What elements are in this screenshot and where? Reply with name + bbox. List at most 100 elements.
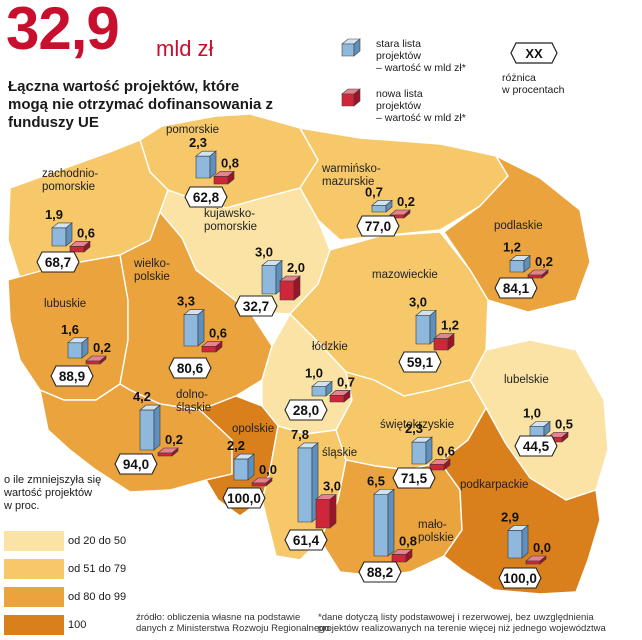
legend-diff-label: różnica w procentach	[502, 72, 565, 96]
diff-hexagon-warmińsko-mazurskie	[356, 215, 400, 237]
bar-old-świętokrzyskie	[411, 436, 433, 465]
bar-old-zachodnio-pomorskie	[51, 222, 73, 247]
total-value: 32,9	[6, 0, 120, 62]
data-footnote: *dane dotyczą listy podstawowej i rezerw…	[318, 612, 606, 634]
diff-hexagon-kujawsko-pomorskie	[234, 295, 278, 317]
bar-old-podlaskie	[509, 254, 531, 273]
value-new-warmińsko-mazurskie: 0,2	[397, 194, 415, 209]
diff-value-podlaskie: 84,1	[503, 281, 530, 296]
source-footnote: źródło: obliczenia własne na podstawie d…	[136, 612, 330, 634]
diff-hexagon-dolno-śląskie	[114, 453, 158, 475]
scale-swatch-100	[4, 615, 64, 635]
bar-old-mazowieckie	[415, 309, 437, 345]
value-old-lubelskie: 1,0	[523, 406, 541, 421]
bar-new-zachodnio-pomorskie	[69, 240, 91, 253]
diff-hexagon-opolskie	[222, 487, 266, 509]
region-label-mało-polskie: mało-polskie	[418, 519, 454, 544]
legend-diff-hexagon: XX	[510, 42, 558, 64]
regions-layer	[7, 113, 609, 595]
region-label-wielko-polskie: wielko-polskie	[133, 258, 170, 283]
bar-new-mało-polskie	[391, 548, 413, 563]
value-old-zachodnio-pomorskie: 1,9	[45, 207, 63, 222]
region-label-lubelskie: lubelskie	[504, 374, 549, 386]
region-label-pomorskie: pomorskie	[166, 124, 219, 136]
bar-new-pomorskie	[213, 170, 235, 185]
bar-old-pomorskie	[195, 150, 217, 179]
bar-old-mało-polskie	[373, 488, 395, 557]
bar-new-dolno-śląskie	[157, 447, 179, 457]
value-new-świętokrzyskie: 0,6	[437, 443, 455, 458]
value-new-kujawsko-pomorskie: 2,0	[287, 260, 305, 275]
value-old-lubuskie: 1,6	[61, 322, 79, 337]
value-new-lubuskie: 0,2	[93, 340, 111, 355]
diff-value-kujawsko-pomorskie: 32,7	[243, 299, 269, 314]
value-new-opolskie: 0,0	[259, 462, 277, 477]
region-label-warmińsko-mazurskie: warmińsko-mazurskie	[321, 163, 381, 188]
value-old-łódzkie: 1,0	[305, 366, 323, 381]
value-old-pomorskie: 2,3	[189, 135, 207, 150]
diff-hexagon-podkarpackie	[498, 567, 542, 589]
region-label-śląskie: śląskie	[322, 447, 357, 459]
bar-new-mazowieckie	[433, 332, 455, 351]
scale-label-80-99: od 80 do 99	[68, 591, 127, 603]
bar-new-podlaskie	[527, 269, 549, 279]
value-new-podkarpackie: 0,0	[533, 540, 551, 555]
region-label-podlaskie: podlaskie	[494, 220, 543, 232]
diff-value-pomorskie: 62,8	[193, 190, 220, 205]
diff-value-świętokrzyskie: 71,5	[401, 471, 428, 486]
diff-hexagon-wielko-polskie	[168, 357, 212, 379]
diff-hexagon-łódzkie	[284, 399, 328, 421]
diff-value-mało-polskie: 88,2	[367, 565, 393, 580]
bar-old-dolno-śląskie	[139, 404, 161, 451]
scale-item-80-99: od 80 do 99	[4, 587, 126, 607]
region-label-kujawsko-pomorskie: kujawsko-pomorskie	[204, 208, 257, 233]
bar-new-podkarpackie	[525, 555, 547, 565]
diff-hexagon-mazowieckie	[398, 351, 442, 373]
bar-new-opolskie	[251, 477, 273, 487]
bar-new-warmińsko-mazurskie	[389, 209, 411, 219]
diff-hexagon-lubelskie	[514, 435, 558, 457]
value-new-mało-polskie: 0,8	[399, 533, 417, 548]
scale-item-51-79: od 51 do 79	[4, 559, 126, 579]
diff-hexagon-mało-polskie	[358, 561, 402, 583]
value-new-mazowieckie: 1,2	[441, 318, 459, 333]
bar-old-łódzkie	[311, 380, 333, 397]
scale-label-100: 100	[68, 619, 87, 631]
diff-value-łódzkie: 28,0	[293, 403, 319, 418]
scale-swatch-20-50	[4, 531, 64, 551]
chart-subtitle: Łączna wartość projektów, które mogą nie…	[8, 78, 274, 131]
scale-item-20-50: od 20 do 50	[4, 531, 126, 551]
total-unit: mld zł	[156, 36, 214, 61]
region-label-dolno-śląskie: dolno-śląskie	[176, 389, 211, 414]
scale-title: o ile zmniejszyła się wartość projektów …	[4, 474, 102, 512]
value-new-śląskie: 3,0	[323, 479, 341, 494]
diff-value-lubuskie: 88,9	[59, 369, 85, 384]
legend-new-bar-icon	[341, 88, 361, 107]
diff-hexagon-śląskie	[284, 529, 328, 551]
scale-item-100: 100	[4, 615, 122, 635]
value-old-opolskie: 2,2	[227, 438, 245, 453]
value-old-wielko-polskie: 3,3	[177, 294, 195, 309]
legend-diff-symbol: XX	[525, 46, 543, 61]
diff-value-podkarpackie: 100,0	[503, 571, 537, 586]
value-old-kujawsko-pomorskie: 3,0	[255, 245, 273, 260]
diff-hexagon-lubuskie	[50, 365, 94, 387]
bar-old-warmińsko-mazurskie	[371, 199, 393, 213]
diff-value-dolno-śląskie: 94,0	[123, 457, 149, 472]
value-new-podlaskie: 0,2	[535, 254, 553, 269]
region-label-mazowieckie: mazowieckie	[372, 269, 438, 281]
diff-value-opolskie: 100,0	[227, 491, 261, 506]
value-new-wielko-polskie: 0,6	[209, 325, 227, 340]
region-podlaskie	[443, 154, 591, 313]
value-old-podkarpackie: 2,9	[501, 509, 519, 524]
region-label-opolskie: opolskie	[232, 423, 274, 435]
bar-old-lubuskie	[67, 337, 89, 359]
diff-value-warmińsko-mazurskie: 77,0	[365, 219, 391, 234]
value-old-śląskie: 7,8	[291, 427, 309, 442]
scale-swatch-80-99	[4, 587, 64, 607]
legend-new-label: nowa lista projektów – wartość w mld zł*	[376, 88, 466, 124]
region-label-łódzkie: łódzkie	[312, 341, 348, 353]
bar-new-łódzkie	[329, 389, 351, 403]
bar-old-kujawsko-pomorskie	[261, 259, 283, 295]
